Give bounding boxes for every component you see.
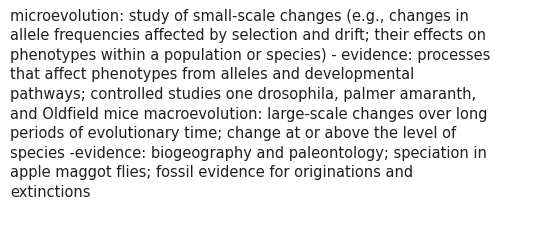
Text: microevolution: study of small-scale changes (e.g., changes in
allele frequencie: microevolution: study of small-scale cha… xyxy=(10,9,490,199)
